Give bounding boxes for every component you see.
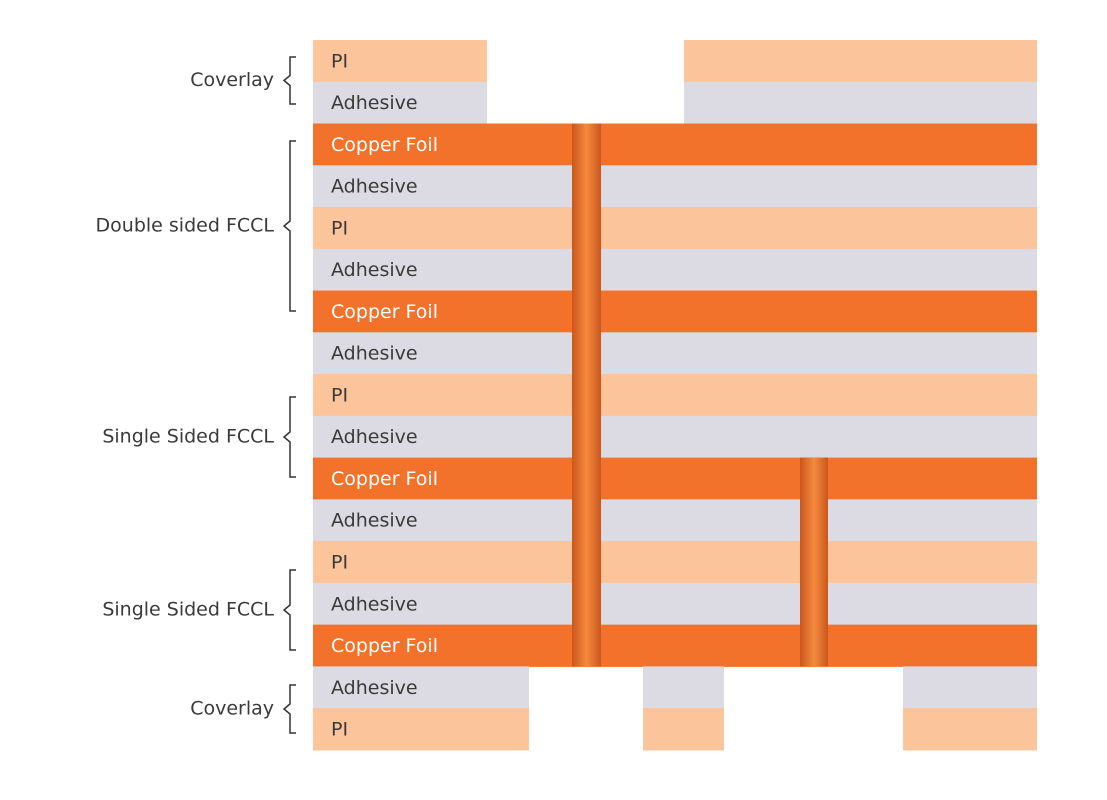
layer-pi — [643, 708, 724, 751]
layer-label: Adhesive — [331, 426, 418, 448]
via — [800, 457, 828, 667]
layer-pi — [313, 207, 1037, 250]
layer-label: Copper Foil — [331, 301, 438, 323]
bracket — [282, 569, 296, 651]
layer-label: Adhesive — [331, 92, 418, 114]
layer-label: Copper Foil — [331, 635, 438, 657]
layer-adh — [313, 332, 1037, 375]
bracket — [282, 140, 296, 312]
layer-cu — [313, 457, 1037, 500]
layer-adh — [313, 248, 1037, 292]
layer-pi — [903, 708, 1037, 751]
layer-cu — [313, 123, 1037, 166]
layer-label: Adhesive — [331, 343, 418, 365]
bracket — [282, 684, 296, 734]
group-label: Coverlay — [190, 69, 274, 91]
layer-label: Adhesive — [331, 510, 418, 532]
layer-pi — [313, 708, 529, 751]
group-label: Single Sided FCCL — [102, 426, 274, 448]
via — [572, 123, 601, 667]
layer-adh — [684, 81, 1037, 125]
layer-pi — [313, 541, 1037, 584]
layer-cu — [313, 624, 1037, 667]
layer-pi — [313, 374, 1037, 417]
group-label: Single Sided FCCL — [102, 599, 274, 621]
bracket — [282, 396, 296, 478]
layer-adh — [313, 499, 1037, 542]
bracket — [282, 56, 296, 105]
layer-label: PI — [331, 719, 348, 741]
layer-pi — [684, 40, 1037, 83]
group-label: Coverlay — [190, 698, 274, 720]
layer-adh — [903, 666, 1037, 709]
layer-adh — [313, 666, 529, 709]
layer-label: Copper Foil — [331, 134, 438, 156]
layer-adh — [313, 415, 1037, 459]
layer-label: Adhesive — [331, 259, 418, 281]
group-label: Double sided FCCL — [96, 215, 275, 237]
layer-label: Copper Foil — [331, 468, 438, 490]
layer-label: Adhesive — [331, 176, 418, 198]
layer-label: PI — [331, 50, 348, 72]
layer-adh — [643, 666, 724, 709]
layer-label: PI — [331, 552, 348, 574]
layer-label: Adhesive — [331, 677, 418, 699]
layer-adh — [313, 165, 1037, 208]
layer-label: PI — [331, 217, 348, 239]
layer-label: PI — [331, 384, 348, 406]
layer-adh — [313, 582, 1037, 626]
layer-pi — [313, 40, 487, 83]
layer-adh — [313, 81, 487, 125]
layer-cu — [313, 290, 1037, 333]
layer-label: Adhesive — [331, 593, 418, 615]
